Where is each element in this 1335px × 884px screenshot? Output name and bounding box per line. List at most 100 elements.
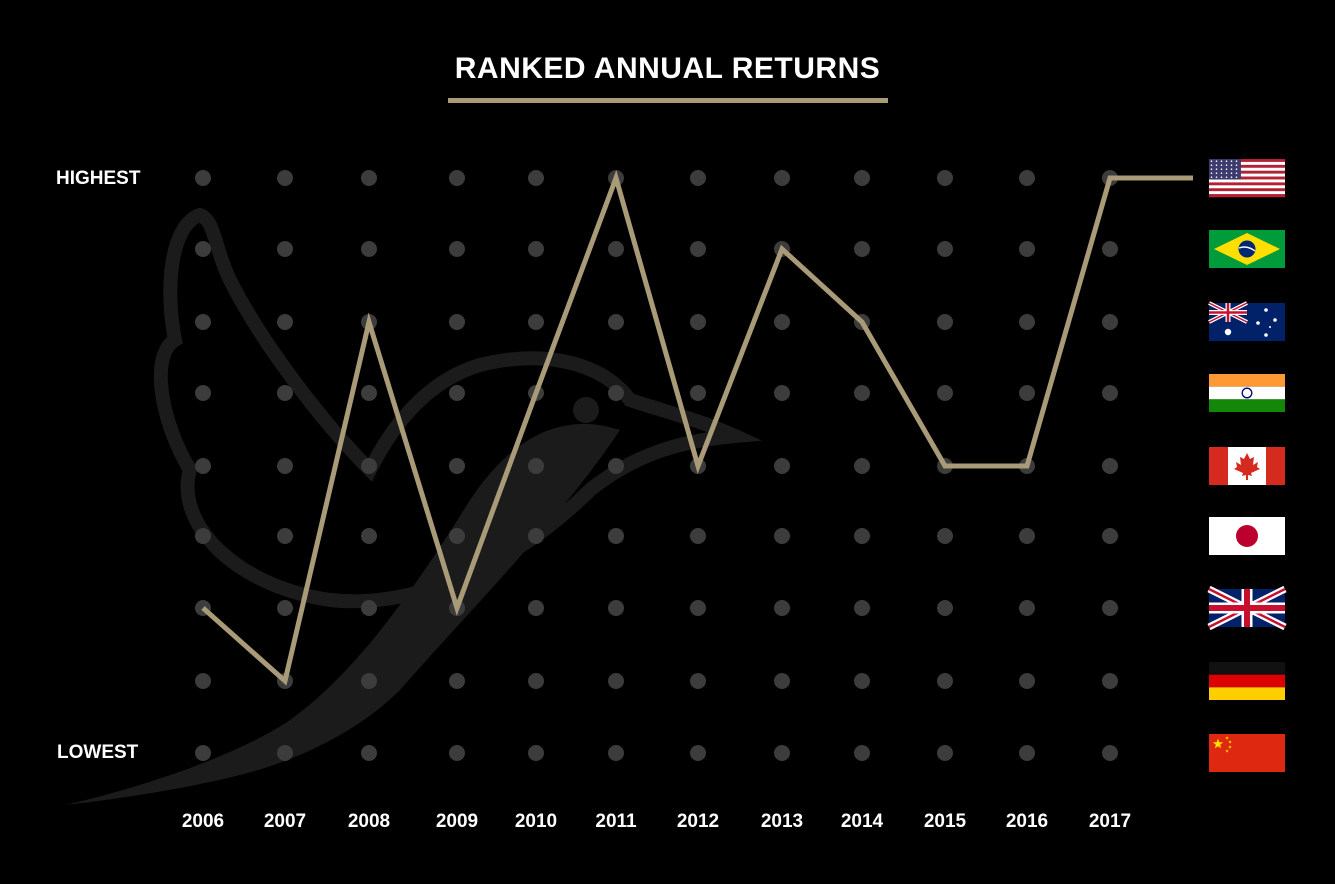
- germany-flag-icon: [1209, 662, 1285, 700]
- grid-dot: [854, 528, 870, 544]
- stripe: [1209, 167, 1285, 171]
- bar-left: [1209, 447, 1228, 485]
- star: [1225, 164, 1228, 166]
- bar-right: [1266, 447, 1285, 485]
- star: [1269, 326, 1271, 328]
- grid-dot: [854, 745, 870, 761]
- x-tick-label: 2008: [348, 811, 390, 832]
- star: [1225, 736, 1229, 740]
- grid-dot: [608, 673, 624, 689]
- star: [1215, 176, 1218, 178]
- stripe-black: [1209, 662, 1285, 675]
- star: [1210, 176, 1213, 178]
- grid-dot: [854, 600, 870, 616]
- series-line: [201, 169, 1193, 686]
- grid-dot: [449, 458, 465, 474]
- grid-dot: [854, 170, 870, 186]
- star: [1230, 168, 1233, 170]
- grid-dot: [1102, 385, 1118, 401]
- star: [1235, 164, 1238, 166]
- grid-dot: [528, 528, 544, 544]
- star: [1212, 738, 1224, 749]
- star: [1235, 172, 1238, 174]
- grid-dot: [361, 528, 377, 544]
- grid-dot: [690, 170, 706, 186]
- star: [1220, 176, 1223, 178]
- star: [1220, 168, 1223, 170]
- stripe: [1209, 159, 1285, 163]
- grid-dot: [608, 745, 624, 761]
- stripe: [1209, 191, 1285, 195]
- grid-dot: [277, 600, 293, 616]
- dove-watermark-icon: [65, 207, 762, 805]
- stripe: [1209, 194, 1285, 198]
- canada-flag-icon: [1209, 447, 1285, 485]
- grid-dot: [1019, 600, 1035, 616]
- x-tick-label: 2013: [761, 811, 803, 832]
- star: [1215, 164, 1218, 166]
- stripe: [1209, 188, 1285, 192]
- dove-eye: [573, 397, 599, 423]
- star: [1225, 168, 1228, 170]
- star: [1210, 172, 1213, 174]
- grid-dot: [449, 528, 465, 544]
- grid-dot: [608, 241, 624, 257]
- grid-dot: [1102, 241, 1118, 257]
- grid-dot: [608, 385, 624, 401]
- star: [1225, 172, 1228, 174]
- stripe: [1209, 173, 1285, 177]
- grid-dot: [361, 458, 377, 474]
- grid-dot: [774, 170, 790, 186]
- grid-dot: [854, 673, 870, 689]
- grid-dot: [690, 241, 706, 257]
- grid-dot: [690, 673, 706, 689]
- uk-flag-icon: [1207, 585, 1287, 631]
- grid-dot: [528, 673, 544, 689]
- grid-dot: [449, 241, 465, 257]
- grid-dot: [1102, 528, 1118, 544]
- grid-dot: [937, 745, 953, 761]
- grid-dot: [854, 241, 870, 257]
- grid-dot: [449, 385, 465, 401]
- stripe-gold: [1209, 687, 1285, 700]
- stripe: [1209, 164, 1285, 169]
- grid-dot: [195, 673, 211, 689]
- grid-dot: [608, 314, 624, 330]
- y-label-highest: HIGHEST: [56, 168, 141, 189]
- stripe-red: [1209, 674, 1285, 688]
- star: [1225, 160, 1228, 162]
- star: [1215, 160, 1218, 162]
- star: [1210, 160, 1213, 162]
- x-tick-label: 2011: [595, 811, 637, 832]
- grid-dot: [528, 600, 544, 616]
- stripe: [1209, 179, 1285, 183]
- x-tick-label: 2006: [182, 811, 224, 832]
- maple-leaf: [1234, 453, 1260, 480]
- grid-dot: [774, 528, 790, 544]
- grid-dot: [1019, 241, 1035, 257]
- x-tick-label: 2007: [264, 811, 306, 832]
- x-tick-label: 2016: [1006, 811, 1048, 832]
- star: [1230, 176, 1233, 178]
- grid-dot: [937, 170, 953, 186]
- grid-dot: [608, 528, 624, 544]
- x-tick-label: 2012: [677, 811, 719, 832]
- grid-dot: [774, 314, 790, 330]
- grid-dot: [277, 170, 293, 186]
- grid-dot: [449, 745, 465, 761]
- grid-dot: [1019, 314, 1035, 330]
- dot-grid: [195, 170, 1118, 761]
- star: [1224, 328, 1232, 336]
- grid-dot: [449, 314, 465, 330]
- grid-dot: [528, 458, 544, 474]
- grid-dot: [277, 385, 293, 401]
- grid-dot: [854, 458, 870, 474]
- sun-disc: [1236, 525, 1258, 547]
- brazil-flag-icon: [1209, 230, 1285, 268]
- star: [1220, 172, 1223, 174]
- title-underline: [448, 98, 888, 103]
- grid-dot: [361, 673, 377, 689]
- grid-dot: [277, 745, 293, 761]
- grid-dot: [361, 241, 377, 257]
